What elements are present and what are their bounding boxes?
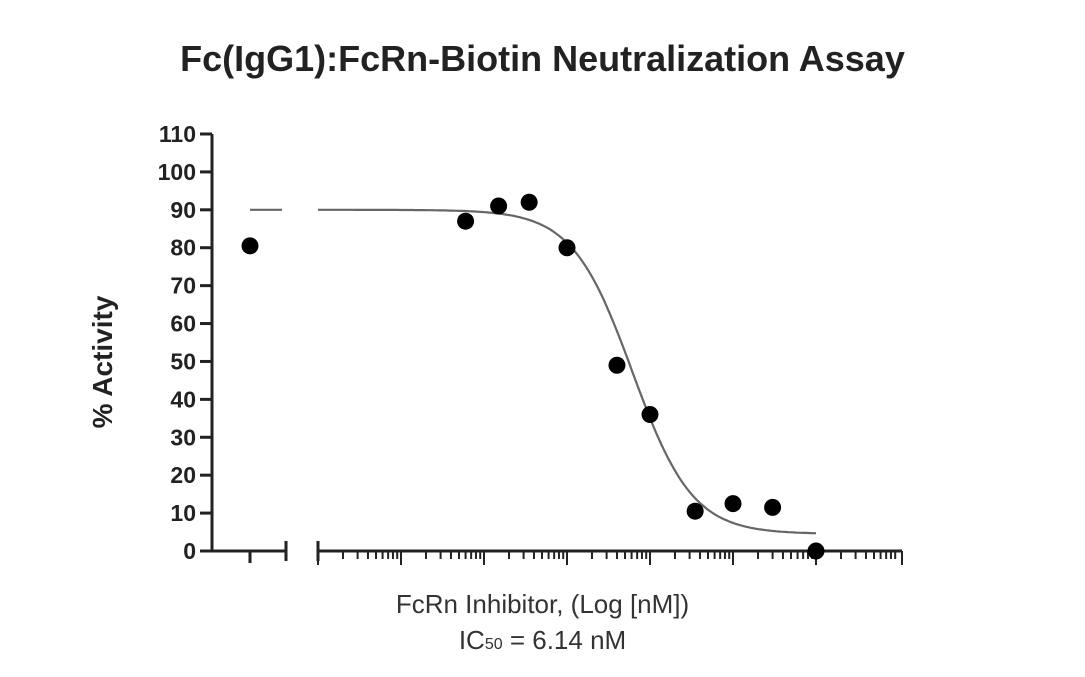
y-tick-label: 70 xyxy=(170,273,196,299)
axes xyxy=(210,134,902,563)
data-point xyxy=(641,406,659,424)
data-point xyxy=(490,197,508,215)
y-axis-ticks: 0 10 20 30 40 50 60 70 80 90 100 110 xyxy=(158,121,212,564)
y-tick-label: 50 xyxy=(170,348,196,374)
chart-title: Fc(IgG1):FcRn-Biotin Neutralization Assa… xyxy=(180,38,905,79)
y-tick-label: 30 xyxy=(170,424,196,450)
fit-curve xyxy=(318,208,816,535)
y-tick-label: 0 xyxy=(183,538,196,564)
y-axis-label: % Activity xyxy=(87,295,118,428)
data-point xyxy=(608,356,626,374)
ic50-subscript: 50 xyxy=(484,636,503,653)
y-tick-label: 90 xyxy=(170,197,196,223)
ic50-suffix: = 6.14 nM xyxy=(502,625,627,655)
ic50-annotation: IC50 = 6.14 nM xyxy=(0,624,1085,661)
data-point xyxy=(764,498,782,516)
x-axis-label: FcRn Inhibitor, (Log [nM]) xyxy=(395,589,690,619)
data-point xyxy=(520,193,538,211)
y-tick-label: 60 xyxy=(170,311,196,337)
data-point xyxy=(686,502,704,520)
fit-curve-group xyxy=(250,208,816,535)
data-points xyxy=(241,193,825,560)
data-point xyxy=(724,495,742,513)
ic50-prefix: IC xyxy=(458,625,485,655)
data-point xyxy=(807,542,825,560)
control-point xyxy=(241,237,259,255)
y-tick-label: 20 xyxy=(170,462,196,488)
y-tick-label: 110 xyxy=(159,121,196,147)
y-tick-label: 40 xyxy=(170,386,196,412)
y-tick-label: 80 xyxy=(170,235,196,261)
data-point xyxy=(558,239,576,257)
data-point xyxy=(457,212,475,230)
y-tick-label: 10 xyxy=(170,500,196,526)
y-tick-label: 100 xyxy=(158,159,196,185)
